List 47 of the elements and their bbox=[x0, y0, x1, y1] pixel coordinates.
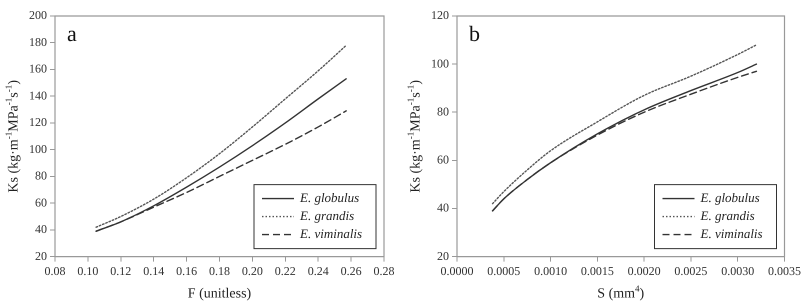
x-tick-label: 0.12 bbox=[110, 264, 132, 278]
y-tick-label: 80 bbox=[437, 104, 449, 118]
y-tick-label: 80 bbox=[35, 168, 47, 183]
legend-label: E. viminalis bbox=[299, 226, 362, 242]
x-tick-label: 0.20 bbox=[242, 264, 263, 278]
annotation: a bbox=[67, 20, 77, 46]
y-tick-label: 60 bbox=[437, 152, 449, 167]
y-tick-label: 60 bbox=[35, 195, 47, 210]
y-tick-label: 20 bbox=[437, 248, 449, 263]
y-tick-label: 180 bbox=[29, 34, 47, 49]
legend-label: E. grandis bbox=[299, 208, 354, 224]
x-tick-label: 0.26 bbox=[340, 264, 362, 278]
x-tick-label: 0.0000 bbox=[440, 264, 474, 278]
x-tick-label: 0.0035 bbox=[768, 264, 801, 278]
x-tick-label: 0.08 bbox=[44, 264, 66, 278]
legend-label: E. globulus bbox=[299, 190, 360, 206]
legend-label: E. grandis bbox=[700, 208, 755, 224]
legend-label: E. viminalis bbox=[700, 226, 763, 242]
x-tick-label: 0.28 bbox=[374, 264, 394, 278]
y-tick-label: 120 bbox=[29, 115, 47, 130]
x-tick-label: 0.22 bbox=[274, 264, 296, 278]
y-axis-title: Ks (kg·m-1MPa-1s-1) bbox=[3, 80, 22, 193]
x-tick-label: 0.14 bbox=[143, 264, 164, 278]
y-axis-title: Ks (kg·m-1MPa-1s-1) bbox=[405, 80, 424, 193]
x-tick-label: 0.0030 bbox=[721, 264, 754, 278]
annotation: b bbox=[469, 20, 480, 46]
y-tick-label: 160 bbox=[29, 62, 47, 76]
x-axis-title: F (unitless) bbox=[188, 286, 252, 302]
y-tick-label: 100 bbox=[431, 56, 449, 70]
x-tick-label: 0.10 bbox=[77, 264, 98, 278]
x-tick-label: 0.0020 bbox=[628, 264, 661, 278]
x-tick-label: 0.24 bbox=[308, 264, 329, 278]
y-tick-label: 200 bbox=[29, 8, 47, 22]
x-tick-label: 0.0005 bbox=[487, 264, 520, 278]
x-tick-label: 0.0015 bbox=[580, 264, 614, 278]
y-tick-label: 120 bbox=[431, 8, 449, 22]
y-tick-label: 100 bbox=[29, 142, 47, 156]
y-tick-label: 40 bbox=[437, 200, 449, 215]
y-tick-label: 20 bbox=[35, 248, 47, 263]
x-tick-label: 0.18 bbox=[209, 264, 230, 278]
y-tick-label: 40 bbox=[35, 222, 47, 236]
line-series bbox=[492, 44, 758, 204]
x-tick-label: 0.16 bbox=[176, 264, 198, 278]
x-tick-label: 0.0025 bbox=[674, 264, 708, 278]
y-tick-label: 140 bbox=[29, 88, 47, 102]
legend-label: E. globulus bbox=[700, 190, 760, 206]
x-tick-label: 0.0010 bbox=[534, 264, 568, 278]
